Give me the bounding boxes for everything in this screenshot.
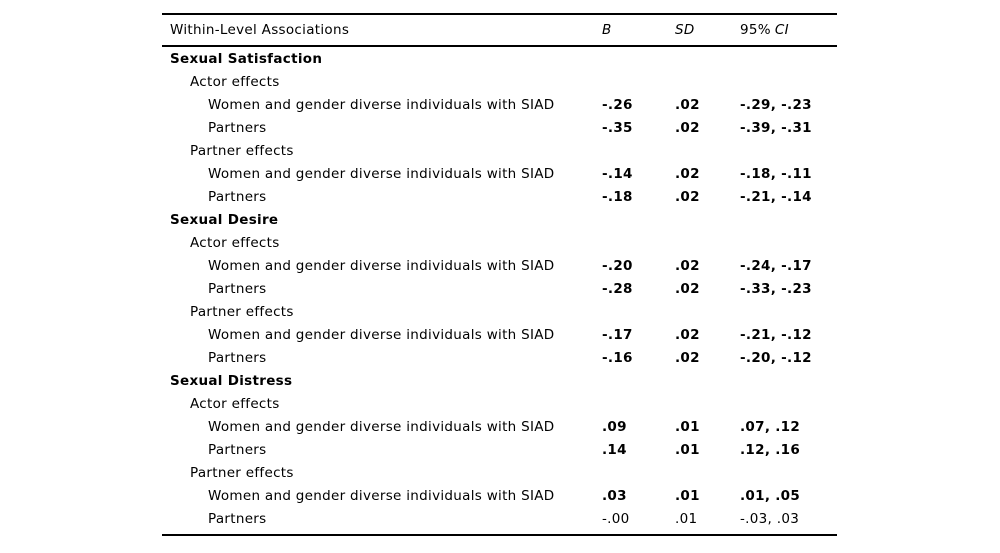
value-b: .14 xyxy=(602,442,627,458)
value-sd: .02 xyxy=(675,327,700,343)
table-row: Sexual Desire xyxy=(162,209,837,232)
value-sd: .01 xyxy=(675,511,698,527)
value-ci: -.39, -.31 xyxy=(740,120,812,136)
row-label: Actor effects xyxy=(190,74,280,90)
value-ci: -.21, -.14 xyxy=(740,189,812,205)
value-sd: .02 xyxy=(675,166,700,182)
row-label: Partners xyxy=(208,511,267,527)
table-row: Partner effects xyxy=(162,301,837,324)
table-row: Partners -.28 .02 -.33, -.23 xyxy=(162,278,837,301)
bottom-rule xyxy=(162,534,837,536)
table-row: Women and gender diverse individuals wit… xyxy=(162,255,837,278)
table-row: Sexual Distress xyxy=(162,370,837,393)
table-row: Women and gender diverse individuals wit… xyxy=(162,324,837,347)
value-sd: .02 xyxy=(675,281,700,297)
row-label: Women and gender diverse individuals wit… xyxy=(208,97,555,113)
column-header-associations: Within-Level Associations xyxy=(170,22,350,38)
row-label: Women and gender diverse individuals wit… xyxy=(208,327,555,343)
value-b: -.16 xyxy=(602,350,633,366)
stats-table: Within-Level Associations B SD 95% CI Sex… xyxy=(162,0,837,553)
table-row: Partners -.00 .01 -.03, .03 xyxy=(162,508,837,531)
table-row: Actor effects xyxy=(162,393,837,416)
table-row: Partners -.16 .02 -.20, -.12 xyxy=(162,347,837,370)
table-row: Women and gender diverse individuals wit… xyxy=(162,485,837,508)
table-header-row: Within-Level Associations B SD 95% CI xyxy=(162,15,837,45)
row-label: Sexual Distress xyxy=(170,373,293,389)
value-ci: -.20, -.12 xyxy=(740,350,812,366)
row-label: Sexual Desire xyxy=(170,212,279,228)
value-sd: .02 xyxy=(675,189,700,205)
table-row: Women and gender diverse individuals wit… xyxy=(162,94,837,117)
table-row: Partners -.35 .02 -.39, -.31 xyxy=(162,117,837,140)
row-label: Partners xyxy=(208,350,267,366)
value-b: -.35 xyxy=(602,120,633,136)
value-b: -.20 xyxy=(602,258,633,274)
value-b: -.00 xyxy=(602,511,630,527)
header-rule xyxy=(162,45,837,47)
table-row: Partner effects xyxy=(162,140,837,163)
value-sd: .02 xyxy=(675,97,700,113)
row-label: Women and gender diverse individuals wit… xyxy=(208,258,555,274)
table-row: Partner effects xyxy=(162,462,837,485)
value-ci: -.18, -.11 xyxy=(740,166,812,182)
row-label: Women and gender diverse individuals wit… xyxy=(208,419,555,435)
table-row: Women and gender diverse individuals wit… xyxy=(162,416,837,439)
column-header-b: B xyxy=(602,22,612,38)
row-label: Partner effects xyxy=(190,304,294,320)
value-sd: .01 xyxy=(675,419,700,435)
row-label: Partner effects xyxy=(190,143,294,159)
row-label: Actor effects xyxy=(190,396,280,412)
column-header-ci: 95% CI xyxy=(740,15,789,45)
table-row: Actor effects xyxy=(162,232,837,255)
value-sd: .02 xyxy=(675,350,700,366)
row-label: Women and gender diverse individuals wit… xyxy=(208,166,555,182)
value-b: -.26 xyxy=(602,97,633,113)
value-ci: .12, .16 xyxy=(740,442,801,458)
row-label: Actor effects xyxy=(190,235,280,251)
value-ci: .07, .12 xyxy=(740,419,801,435)
ci-prefix: 95% xyxy=(740,22,771,38)
table-row: Sexual Satisfaction xyxy=(162,48,837,71)
column-header-sd: SD xyxy=(675,22,695,38)
row-label: Partners xyxy=(208,442,267,458)
table-body: Sexual Satisfaction Actor effects Women … xyxy=(162,48,837,531)
value-ci: .01, .05 xyxy=(740,488,801,504)
value-sd: .02 xyxy=(675,258,700,274)
value-b: .03 xyxy=(602,488,627,504)
value-sd: .02 xyxy=(675,120,700,136)
table-row: Partners .14 .01 .12, .16 xyxy=(162,439,837,462)
ci-label: CI xyxy=(774,22,789,38)
row-label: Partners xyxy=(208,281,267,297)
value-ci: -.33, -.23 xyxy=(740,281,812,297)
row-label: Partner effects xyxy=(190,465,294,481)
table-row: Actor effects xyxy=(162,71,837,94)
value-ci: -.29, -.23 xyxy=(740,97,812,113)
row-label: Partners xyxy=(208,120,267,136)
row-label: Women and gender diverse individuals wit… xyxy=(208,488,555,504)
value-b: -.28 xyxy=(602,281,633,297)
top-rule xyxy=(162,13,837,15)
value-sd: .01 xyxy=(675,442,700,458)
row-label: Sexual Satisfaction xyxy=(170,51,323,67)
value-b: -.14 xyxy=(602,166,633,182)
value-ci: -.03, .03 xyxy=(740,511,800,527)
value-ci: -.21, -.12 xyxy=(740,327,812,343)
table-row: Partners -.18 .02 -.21, -.14 xyxy=(162,186,837,209)
value-b: .09 xyxy=(602,419,627,435)
value-ci: -.24, -.17 xyxy=(740,258,812,274)
table-row: Women and gender diverse individuals wit… xyxy=(162,163,837,186)
value-sd: .01 xyxy=(675,488,700,504)
row-label: Partners xyxy=(208,189,267,205)
value-b: -.17 xyxy=(602,327,633,343)
value-b: -.18 xyxy=(602,189,633,205)
